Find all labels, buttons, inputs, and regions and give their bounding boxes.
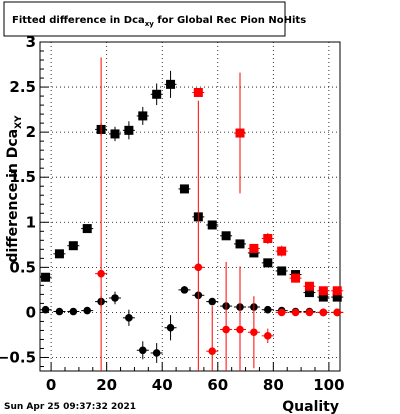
x-tick-label: 80 bbox=[263, 376, 284, 394]
data-point-square bbox=[277, 246, 287, 256]
y-axis-label-main: difference in Dca bbox=[5, 129, 21, 263]
data-point-circle bbox=[69, 307, 78, 316]
x-axis-label: Quality bbox=[282, 399, 339, 414]
data-point-square bbox=[318, 292, 328, 302]
data-point-square bbox=[179, 184, 189, 194]
series-1 bbox=[192, 72, 344, 296]
chart-title-suffix: for Global Rec Pion NoHits bbox=[154, 15, 306, 26]
y-tick-label: −0.5 bbox=[0, 348, 36, 366]
data-point-square bbox=[124, 125, 134, 135]
data-point-circle bbox=[263, 332, 272, 340]
data-point-circle bbox=[208, 297, 217, 306]
data-point-square bbox=[221, 231, 231, 241]
x-tick-label: 60 bbox=[207, 376, 228, 394]
data-point-square bbox=[263, 258, 273, 268]
data-point-square bbox=[193, 87, 203, 97]
data-point-square bbox=[304, 281, 314, 291]
x-tick-label: 20 bbox=[96, 376, 117, 394]
data-point-square bbox=[277, 266, 287, 276]
data-point-square bbox=[249, 243, 259, 253]
chart-title-box: Fitted difference in Dcaxy for Global Re… bbox=[3, 1, 306, 37]
data-point-circle bbox=[111, 294, 119, 302]
chart-title: Fitted difference in Dcaxy for Global Re… bbox=[12, 15, 306, 28]
data-point-square bbox=[82, 224, 92, 234]
y-tick-label: 2 bbox=[26, 123, 36, 141]
y-tick-label: 1 bbox=[26, 213, 36, 231]
data-point-circle bbox=[263, 305, 272, 314]
grid bbox=[40, 41, 340, 371]
data-point-square bbox=[235, 239, 245, 249]
data-point-circle bbox=[166, 323, 175, 332]
data-point-circle bbox=[125, 314, 133, 322]
data-point-circle bbox=[41, 305, 50, 314]
data-point-circle bbox=[83, 306, 92, 315]
data-point-circle bbox=[319, 308, 328, 317]
data-point-square bbox=[138, 111, 148, 121]
y-tick-label: 3 bbox=[26, 33, 36, 51]
x-tick-label: 40 bbox=[152, 376, 173, 394]
data-point-circle bbox=[55, 307, 64, 316]
data-point-circle bbox=[97, 269, 105, 278]
data-point-circle bbox=[305, 308, 314, 317]
data-point-square bbox=[332, 292, 342, 302]
y-axis-label: difference in DcaXY bbox=[5, 115, 24, 263]
data-point-circle bbox=[138, 346, 147, 355]
data-point-square bbox=[54, 249, 64, 259]
data-point-circle bbox=[277, 308, 286, 317]
data-point-square bbox=[332, 286, 342, 296]
y-tick-label: 1.5 bbox=[9, 168, 36, 186]
y-axis-label-subscript: XY bbox=[14, 115, 24, 129]
data-point-square bbox=[318, 286, 328, 296]
data-point-circle bbox=[194, 263, 203, 272]
data-point-circle bbox=[236, 325, 244, 334]
data-point-square bbox=[110, 129, 120, 139]
data-point-square bbox=[235, 128, 245, 138]
chart-title-subscript: xy bbox=[145, 20, 155, 28]
title-frame bbox=[3, 1, 286, 37]
data-point-circle bbox=[208, 347, 217, 355]
chart-title-main: Fitted difference in Dca bbox=[12, 15, 145, 26]
data-point-circle bbox=[291, 308, 300, 317]
data-point-square bbox=[263, 233, 273, 243]
series-3 bbox=[95, 57, 344, 371]
y-tick-label: 0.5 bbox=[9, 258, 36, 276]
x-tick-label: 0 bbox=[46, 376, 56, 394]
y-tick-label: 2.5 bbox=[9, 78, 36, 96]
tick-labels: 0 20 40 60 80 100 −0.5 0 0.5 1 1.5 2 2.5 3 bbox=[0, 33, 345, 394]
data-point-circle bbox=[180, 286, 189, 294]
data-point-circle bbox=[152, 349, 161, 357]
data-point-square bbox=[207, 220, 217, 230]
data-point-square bbox=[68, 241, 78, 251]
data-point-square bbox=[291, 273, 301, 283]
data-point-circle bbox=[250, 328, 258, 337]
y-tick-label: 0 bbox=[26, 303, 36, 321]
x-tick-label: 100 bbox=[313, 376, 344, 394]
footer-timestamp: Sun Apr 25 09:37:32 2021 bbox=[4, 402, 136, 412]
data-point-square bbox=[152, 89, 162, 99]
data-series bbox=[39, 57, 344, 371]
data-point-square bbox=[41, 272, 51, 282]
axis-ticks bbox=[40, 41, 330, 371]
data-point-square bbox=[304, 288, 314, 298]
data-point-circle bbox=[222, 325, 230, 334]
data-point-square bbox=[166, 79, 176, 89]
data-point-circle bbox=[333, 308, 342, 317]
